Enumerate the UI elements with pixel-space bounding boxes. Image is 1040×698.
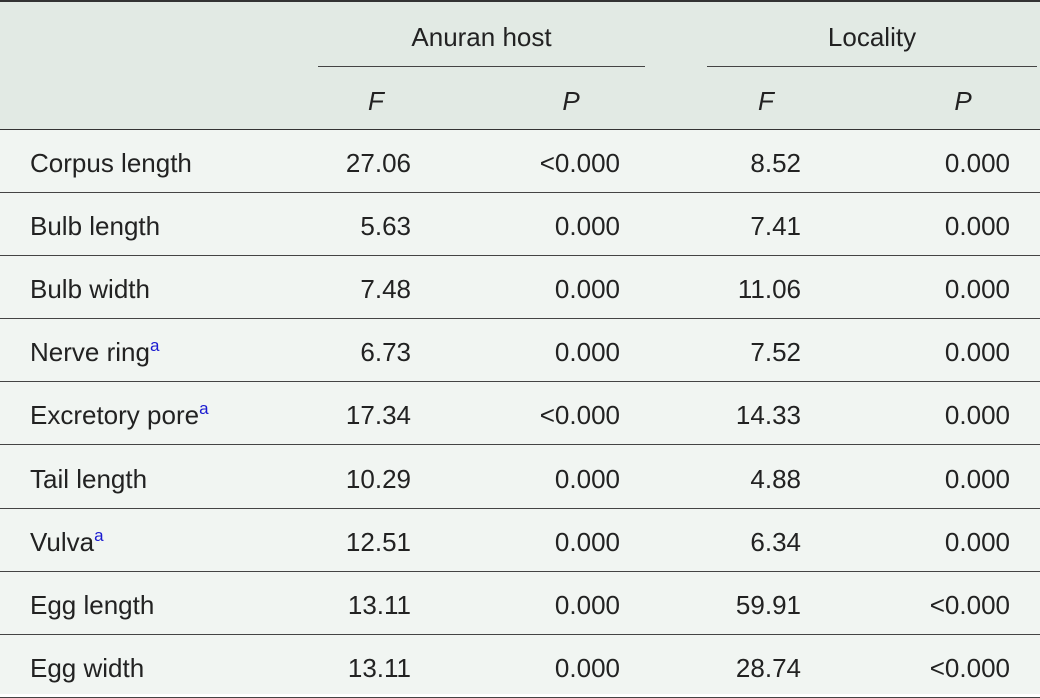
cell: 8.52 xyxy=(750,148,801,178)
row-label: Bulb width xyxy=(30,274,150,304)
row-label: Vulvaa xyxy=(30,527,104,557)
column-header: F xyxy=(368,86,384,116)
cell: <0.000 xyxy=(539,148,620,178)
cell: 0.000 xyxy=(554,589,620,620)
cell: 7.41 xyxy=(750,211,801,242)
footnote-marker: a xyxy=(94,525,104,545)
row-label-text: Egg width xyxy=(30,652,145,683)
row-label-text: Excretory pore xyxy=(30,400,200,431)
table-row xyxy=(0,382,1040,446)
cell: 0.000 xyxy=(554,652,620,683)
cell: 0.000 xyxy=(944,337,1010,368)
cell: 0.000 xyxy=(944,400,1010,431)
cell: <0.000 xyxy=(539,400,620,431)
cell: 0.000 xyxy=(944,463,1010,494)
cell: 10.29 xyxy=(345,463,411,494)
cell: 14.33 xyxy=(735,400,801,431)
column-header: P xyxy=(954,86,972,116)
table-row xyxy=(0,130,1040,194)
cell: 28.74 xyxy=(735,652,801,683)
row-label: Tail length xyxy=(30,464,147,494)
row-label-text: Corpus length xyxy=(30,148,192,178)
column-header: F xyxy=(758,86,774,116)
table-row xyxy=(0,193,1040,257)
group-header: Anuran host xyxy=(411,22,552,52)
row-label: Egg length xyxy=(30,590,154,620)
table-row xyxy=(0,446,1040,509)
cell: <0.000 xyxy=(929,652,1010,683)
footnote-marker: a xyxy=(149,336,160,356)
table-row xyxy=(0,509,1040,572)
table-header xyxy=(0,0,1040,130)
row-label: Excretory porea xyxy=(30,400,209,430)
cell: 11.06 xyxy=(737,274,801,305)
cell: 59.91 xyxy=(735,589,801,620)
row-label-text: Bulb length xyxy=(30,211,161,242)
row-label-text: Egg length xyxy=(30,589,155,620)
group-rule xyxy=(318,66,645,67)
cell: 13.11 xyxy=(347,589,411,620)
row-label: Bulb length xyxy=(30,211,160,241)
cell: 17.34 xyxy=(345,400,411,431)
cell: 6.34 xyxy=(750,526,801,557)
group-rule xyxy=(707,66,1037,67)
table-row xyxy=(0,319,1040,383)
cell: 0.000 xyxy=(554,211,620,242)
cell: 7.48 xyxy=(360,274,411,305)
row-label-text: Nerve ring xyxy=(30,337,150,368)
cell: 12.51 xyxy=(345,526,411,557)
cell: 0.000 xyxy=(554,337,620,368)
cell: 0.000 xyxy=(944,274,1010,305)
cell: 0.000 xyxy=(554,526,620,557)
cell: 0.000 xyxy=(944,148,1010,178)
cell: 5.63 xyxy=(360,211,411,242)
row-label: Nerve ringa xyxy=(30,337,159,367)
row-label-text: Tail length xyxy=(30,463,148,494)
row-label-text: Bulb width xyxy=(30,274,150,305)
row-label-text: Vulva xyxy=(30,526,95,557)
table-row xyxy=(0,572,1040,635)
row-label: Corpus length xyxy=(30,148,192,178)
cell: 4.88 xyxy=(750,463,801,494)
cell: 0.000 xyxy=(554,274,620,305)
cell: 13.11 xyxy=(347,652,411,683)
row-label: Egg width xyxy=(30,653,144,683)
table-row xyxy=(0,256,1040,320)
cell: 0.000 xyxy=(944,526,1010,557)
cell: 0.000 xyxy=(944,211,1010,242)
table-row xyxy=(0,635,1040,698)
footnote-marker: a xyxy=(199,399,209,419)
cell: 0.000 xyxy=(554,463,620,494)
cell: 27.06 xyxy=(345,148,411,178)
group-header: Locality xyxy=(827,22,917,52)
column-header: P xyxy=(562,86,580,116)
cell: <0.000 xyxy=(929,589,1010,620)
cell: 7.52 xyxy=(750,337,801,368)
cell: 6.73 xyxy=(360,337,411,368)
